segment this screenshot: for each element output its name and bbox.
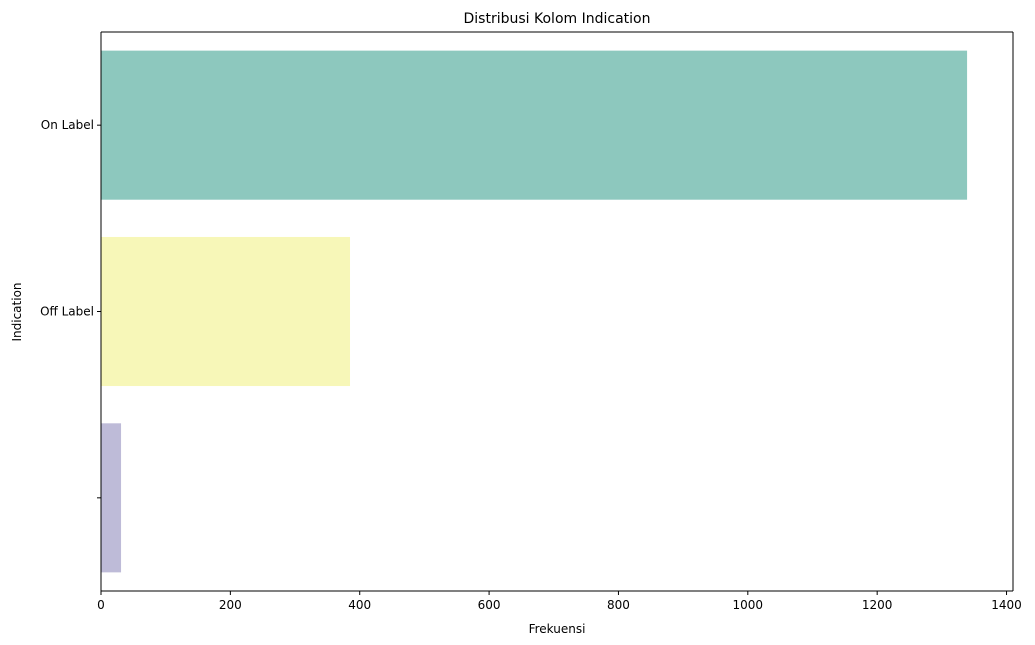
x-tick-label: 600 (478, 598, 501, 612)
y-tick-label: Off Label (40, 305, 94, 319)
x-axis-ticks: 0 200 400 600 800 1000 1200 1400 (97, 591, 1022, 612)
y-axis-label: Indication (10, 282, 24, 341)
x-tick-label: 1000 (733, 598, 764, 612)
bars-group (101, 50, 968, 573)
chart-title: Distribusi Kolom Indication (464, 11, 651, 27)
y-tick-label: On Label (41, 118, 94, 132)
x-tick-label: 400 (348, 598, 371, 612)
x-axis-label: Frekuensi (529, 622, 586, 636)
bar-on-label (101, 50, 968, 200)
x-tick-label: 1200 (862, 598, 893, 612)
x-tick-label: 200 (219, 598, 242, 612)
x-tick-label: 1400 (991, 598, 1022, 612)
y-axis-ticks: On Label Off Label (40, 118, 101, 499)
bar-off-label (101, 236, 351, 387)
x-tick-label: 0 (97, 598, 105, 612)
bar-blank (101, 423, 122, 573)
axes-frame (100, 31, 1014, 592)
x-tick-label: 800 (607, 598, 630, 612)
